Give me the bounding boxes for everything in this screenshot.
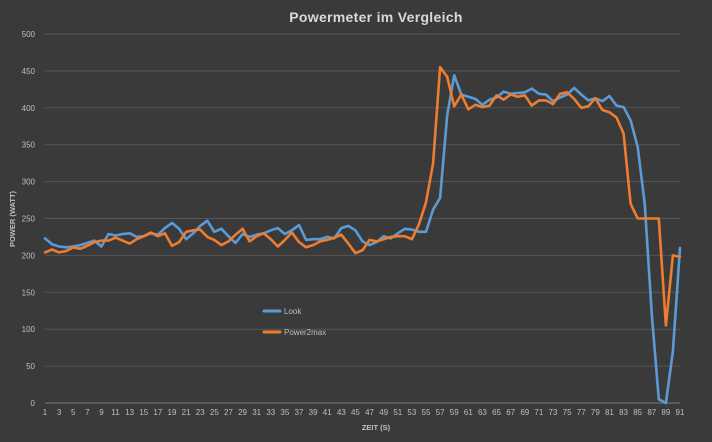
x-tick-label: 81 xyxy=(605,408,614,417)
y-tick-label: 350 xyxy=(22,141,36,150)
x-tick-label: 37 xyxy=(295,408,304,417)
x-tick-label: 41 xyxy=(323,408,332,417)
x-tick-label: 27 xyxy=(224,408,233,417)
legend-label-look: Look xyxy=(284,307,302,316)
x-tick-label: 51 xyxy=(393,408,402,417)
chart-title: Powermeter im Vergleich xyxy=(289,9,462,25)
x-tick-label: 13 xyxy=(125,408,134,417)
x-tick-label: 89 xyxy=(661,408,670,417)
x-tick-label: 85 xyxy=(633,408,642,417)
x-tick-label: 43 xyxy=(337,408,346,417)
y-tick-label: 450 xyxy=(22,67,36,76)
x-tick-label: 7 xyxy=(85,408,90,417)
x-tick-label: 63 xyxy=(478,408,487,417)
x-axis-title: ZEIT (S) xyxy=(362,423,391,432)
series-lines xyxy=(43,65,682,405)
x-tick-label: 67 xyxy=(506,408,515,417)
y-tick-label: 250 xyxy=(22,215,36,224)
x-tick-label: 83 xyxy=(619,408,628,417)
x-tick-label: 75 xyxy=(563,408,572,417)
y-tick-label: 300 xyxy=(22,178,36,187)
x-tick-label: 21 xyxy=(182,408,191,417)
x-tick-label: 45 xyxy=(351,408,360,417)
x-tick-label: 9 xyxy=(99,408,104,417)
x-tick-label: 79 xyxy=(591,408,600,417)
x-tick-label: 77 xyxy=(577,408,586,417)
x-tick-label: 35 xyxy=(280,408,289,417)
x-tick-label: 3 xyxy=(57,408,62,417)
x-tick-label: 39 xyxy=(309,408,318,417)
series-line-power2max xyxy=(43,65,682,327)
x-tick-label: 33 xyxy=(266,408,275,417)
x-tick-label: 53 xyxy=(407,408,416,417)
y-tick-label: 100 xyxy=(22,325,36,334)
y-tick-label: 500 xyxy=(22,30,36,39)
y-axis-title: POWER (WATT) xyxy=(8,190,17,247)
x-tick-label: 19 xyxy=(168,408,177,417)
x-tick-label: 1 xyxy=(43,408,48,417)
x-tick-label: 47 xyxy=(365,408,374,417)
y-tick-label: 50 xyxy=(26,362,35,371)
x-tick-label: 69 xyxy=(520,408,529,417)
y-tick-label: 0 xyxy=(31,399,36,408)
y-tick-labels: 0 50 100 150 200 250 300 350 400 450 500 xyxy=(22,30,36,408)
x-tick-label: 17 xyxy=(153,408,162,417)
x-tick-label: 15 xyxy=(139,408,148,417)
x-tick-label: 87 xyxy=(647,408,656,417)
x-tick-label: 55 xyxy=(422,408,431,417)
series-line-look xyxy=(43,74,682,405)
x-tick-label: 73 xyxy=(549,408,558,417)
x-tick-label: 11 xyxy=(111,408,120,417)
x-tick-label: 57 xyxy=(436,408,445,417)
x-tick-label: 91 xyxy=(676,408,685,417)
x-tick-label: 29 xyxy=(238,408,247,417)
y-tick-label: 150 xyxy=(22,288,36,297)
x-tick-label: 31 xyxy=(252,408,261,417)
y-tick-label: 200 xyxy=(22,251,36,260)
legend-label-power2max: Power2max xyxy=(284,328,326,337)
legend: Look Power2max xyxy=(262,307,326,337)
x-tick-label: 59 xyxy=(450,408,459,417)
x-tick-label: 61 xyxy=(464,408,473,417)
x-tick-label: 25 xyxy=(210,408,219,417)
x-tick-label: 5 xyxy=(71,408,76,417)
x-tick-label: 65 xyxy=(492,408,501,417)
x-tick-label: 71 xyxy=(534,408,543,417)
x-tick-label: 49 xyxy=(379,408,388,417)
x-tick-labels: 1 3 5 7 9 11 13 15 17 19 21 23 25 27 29 31 33 35 37 39 41 43 4… xyxy=(43,408,685,417)
gridlines xyxy=(45,33,680,367)
y-tick-label: 400 xyxy=(22,104,36,113)
x-tick-label: 23 xyxy=(196,408,205,417)
